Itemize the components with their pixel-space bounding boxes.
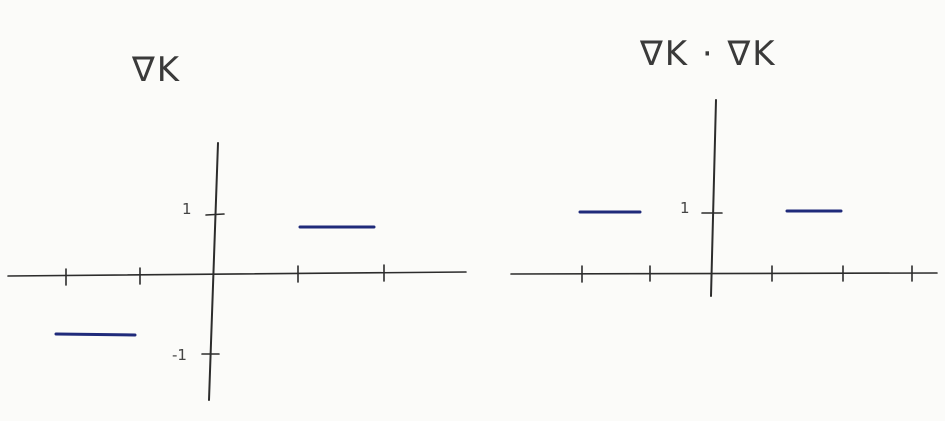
right-y-tick-label: 1 <box>680 199 690 217</box>
left-y-axis <box>209 143 218 400</box>
left-segment-negative <box>56 334 135 335</box>
left-y-tick <box>206 214 224 215</box>
right-plot <box>511 100 937 296</box>
left-plot <box>8 143 466 400</box>
left-y-tick-label: -1 <box>172 346 187 364</box>
right-y-axis <box>711 100 716 296</box>
right-x-axis <box>511 273 937 274</box>
left-x-axis <box>8 272 466 276</box>
left-y-tick-label: 1 <box>182 200 192 218</box>
right-segments <box>580 211 841 212</box>
